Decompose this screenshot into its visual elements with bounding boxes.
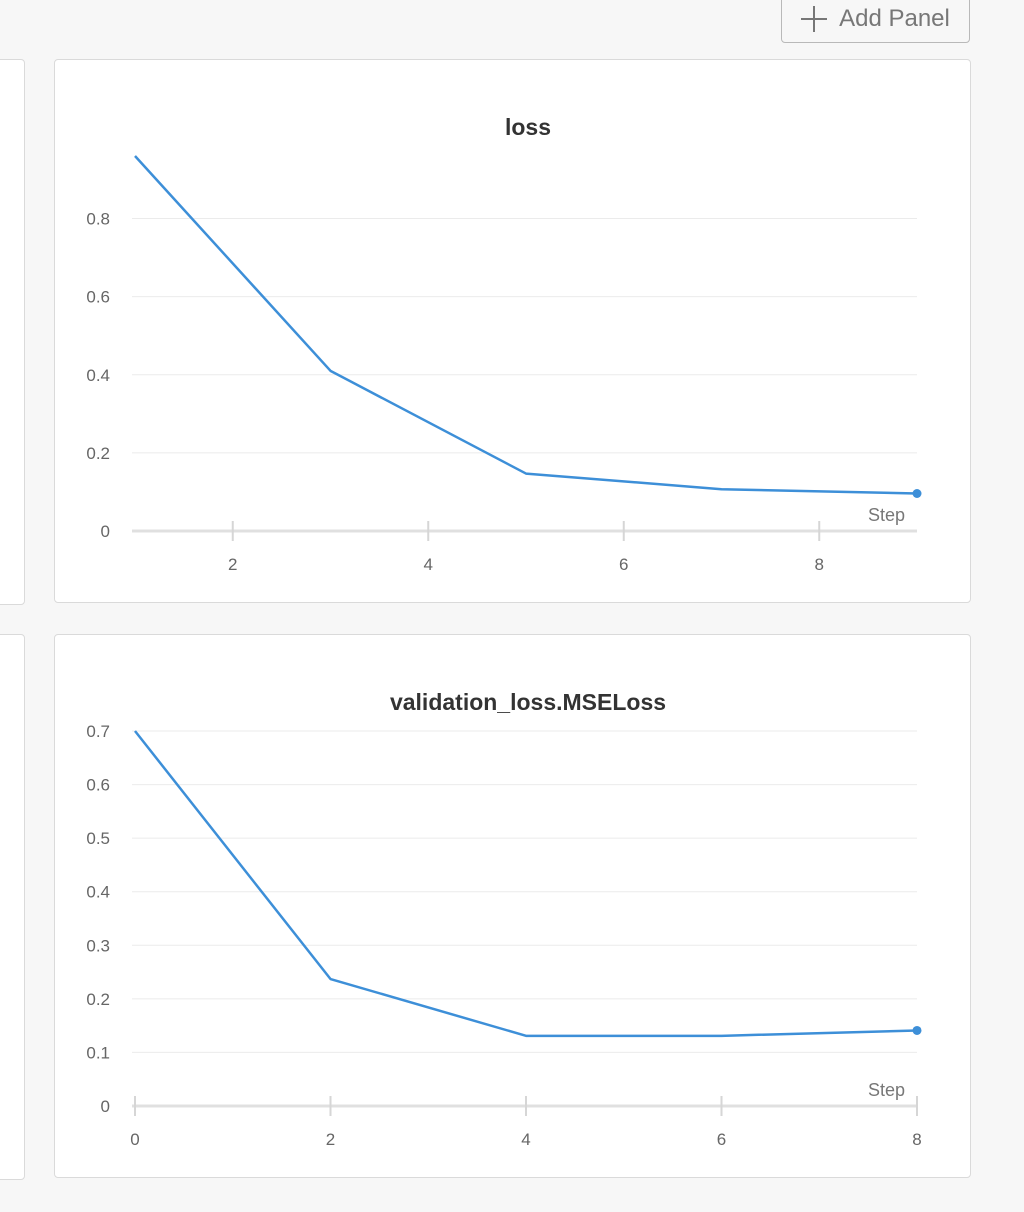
x-tick-label: 8	[815, 555, 824, 574]
y-tick-label: 0.4	[86, 883, 110, 902]
y-tick-label: 0.6	[86, 776, 110, 795]
last-point-marker	[912, 489, 922, 498]
series-line	[134, 155, 918, 495]
plus-icon	[801, 5, 828, 32]
y-tick-label: 0	[101, 1097, 110, 1116]
x-tick-label: 8	[912, 1130, 921, 1149]
left-panel-edge-bottom	[0, 634, 25, 1180]
y-tick-label: 0.6	[86, 288, 110, 307]
y-tick-label: 0.8	[86, 210, 110, 229]
y-tick-label: 0.2	[86, 990, 110, 1009]
y-tick-label: 0.4	[86, 366, 110, 385]
x-tick-label: 2	[228, 555, 237, 574]
x-axis-label: Step	[868, 1080, 905, 1100]
chart-title: loss	[505, 114, 551, 140]
add-panel-button[interactable]: Add Panel	[781, 0, 970, 43]
x-tick-label: 2	[326, 1130, 335, 1149]
chart-panel-validation-loss: validation_loss.MSELoss 0 0.1 0.2 0.3 0.4 0.5 0…	[54, 634, 971, 1178]
x-axis-label: Step	[868, 505, 905, 525]
y-tick-label: 0.1	[86, 1043, 110, 1062]
y-tick-label: 0.7	[86, 722, 110, 741]
chart-svg: validation_loss.MSELoss 0 0.1 0.2 0.3 0.4 0.5 0…	[86, 689, 922, 1149]
chart-title: validation_loss.MSELoss	[390, 689, 666, 715]
x-tick-label: 4	[424, 555, 433, 574]
series-line	[134, 730, 918, 1038]
y-tick-label: 0.5	[86, 829, 110, 848]
last-point-marker	[912, 1025, 922, 1035]
x-tick-label: 6	[619, 555, 628, 574]
chart-svg: loss 0 0.2 0.4 0.6 0.8 2 4 6 8 Step	[86, 114, 922, 574]
y-tick-label: 0.3	[86, 936, 110, 955]
y-tick-label: 0	[101, 522, 110, 541]
x-tick-label: 6	[717, 1130, 726, 1149]
left-panel-edge-top	[0, 59, 25, 605]
chart-panel-loss: loss 0 0.2 0.4 0.6 0.8 2 4 6 8 Step	[54, 59, 971, 603]
x-tick-label: 4	[521, 1130, 530, 1149]
x-tick-label: 0	[130, 1130, 139, 1149]
y-tick-label: 0.2	[86, 444, 110, 463]
add-panel-label: Add Panel	[839, 4, 950, 32]
